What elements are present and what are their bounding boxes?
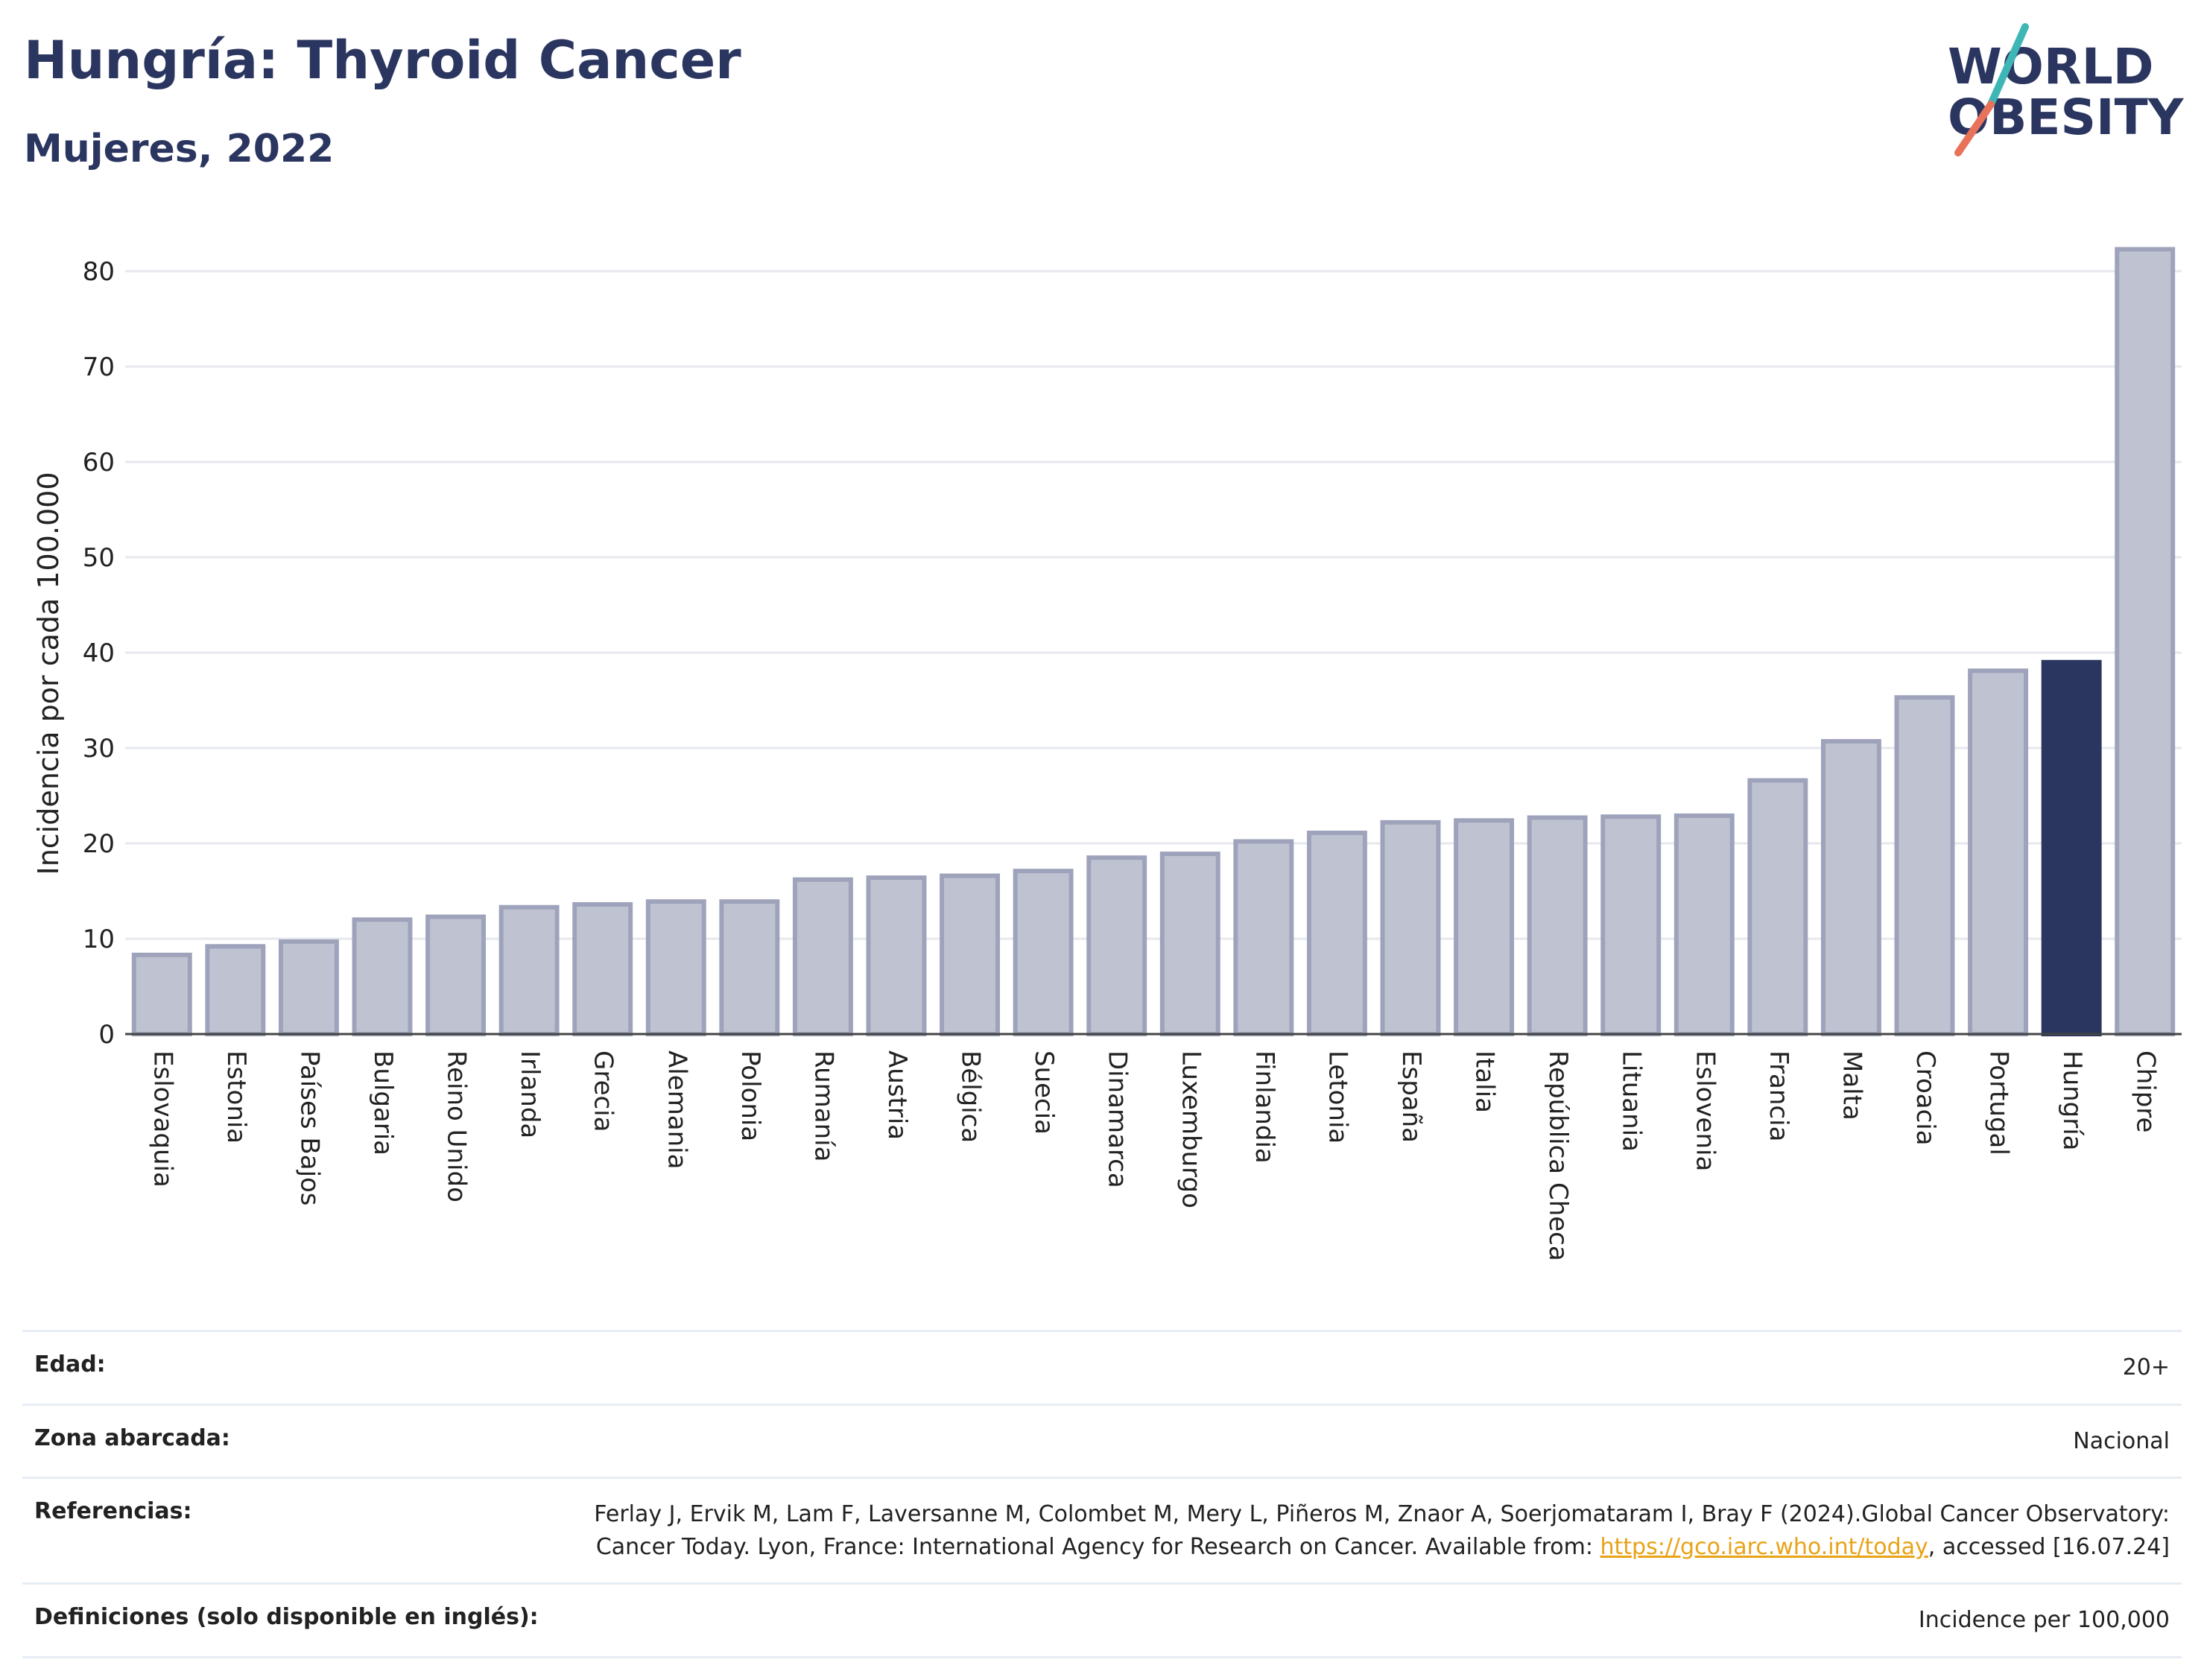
bar bbox=[352, 917, 413, 1037]
x-tick-label: Hungría bbox=[2057, 1050, 2087, 1151]
meta-label-referencias: Referencias: bbox=[34, 1498, 192, 1524]
meta-value-zona: Nacional bbox=[2073, 1427, 2170, 1454]
x-axis-labels: Eslovaquia Estonia Países Bajos Bulgaria Rei… bbox=[148, 1050, 2160, 1261]
bar bbox=[1600, 814, 1662, 1037]
reference-link[interactable]: https://gco.iarc.who.int/today bbox=[1600, 1533, 1928, 1560]
meta-value-edad: 20+ bbox=[2122, 1354, 2170, 1381]
x-tick-label: Eslovenia bbox=[1690, 1050, 1720, 1171]
bar bbox=[2115, 247, 2176, 1036]
x-tick-label: Chipre bbox=[2131, 1050, 2161, 1132]
bar bbox=[1086, 855, 1147, 1036]
x-tick-label: Lituania bbox=[1617, 1050, 1647, 1152]
bar bbox=[1013, 869, 1074, 1036]
bar bbox=[940, 873, 1001, 1037]
bar bbox=[1380, 820, 1441, 1036]
y-axis-label: Incidencia por cada 100.000 bbox=[32, 472, 65, 875]
reference-accessed: , accessed [16.07.24] bbox=[1928, 1533, 2170, 1560]
meta-value-definiciones: Incidence per 100,000 bbox=[1918, 1607, 2170, 1633]
bar bbox=[645, 899, 706, 1036]
y-tick-label: 0 bbox=[98, 1020, 115, 1050]
y-tick-label: 80 bbox=[83, 257, 115, 287]
x-tick-label: Austria bbox=[882, 1050, 912, 1140]
y-tick-label: 30 bbox=[83, 734, 115, 764]
bar-chart: 0 10 20 30 40 50 60 70 80 Eslovaquia Estonia Paíse… bbox=[32, 247, 2182, 1261]
metadata-table: Edad: 20+ Zona abarcada: Nacional Refere… bbox=[22, 1330, 2182, 1658]
x-tick-label: Malta bbox=[1837, 1050, 1866, 1120]
bar bbox=[1968, 668, 2029, 1036]
logo-slash-coral bbox=[1954, 101, 1995, 156]
x-tick-label: Bulgaria bbox=[368, 1050, 398, 1156]
meta-row-zona: Zona abarcada: Nacional bbox=[22, 1403, 2182, 1477]
x-tick-label: Reino Unido bbox=[442, 1050, 472, 1202]
logo-word-obesity: OBESITY bbox=[1948, 89, 2185, 146]
x-tick-label: Luxemburgo bbox=[1176, 1050, 1206, 1208]
y-tick-label: 20 bbox=[83, 829, 115, 859]
x-tick-label: Rumanía bbox=[808, 1050, 838, 1161]
x-tick-label: Países Bajos bbox=[294, 1050, 324, 1206]
bar-highlight bbox=[2041, 659, 2102, 1036]
bar bbox=[866, 875, 927, 1036]
y-axis-ticks: 0 10 20 30 40 50 60 70 80 bbox=[83, 257, 115, 1050]
x-tick-label: Croacia bbox=[1910, 1050, 1940, 1146]
bar bbox=[1894, 695, 1955, 1036]
bar bbox=[792, 877, 853, 1037]
world-obesity-logo: WORLD OBESITY bbox=[1948, 23, 2185, 156]
x-tick-label: Grecia bbox=[589, 1050, 618, 1132]
chart-subtitle: Mujeres, 2022 bbox=[24, 127, 335, 171]
logo-word-world: WORLD bbox=[1948, 38, 2154, 95]
bar bbox=[1306, 830, 1367, 1037]
meta-label-edad: Edad: bbox=[34, 1351, 106, 1378]
y-tick-label: 60 bbox=[83, 448, 115, 478]
bar bbox=[1527, 815, 1588, 1036]
bar bbox=[719, 899, 780, 1036]
x-tick-label: Irlanda bbox=[515, 1050, 545, 1138]
x-tick-label: República Checa bbox=[1543, 1050, 1573, 1261]
bar bbox=[1454, 818, 1515, 1037]
meta-label-zona: Zona abarcada: bbox=[34, 1424, 230, 1451]
y-tick-label: 70 bbox=[83, 352, 115, 382]
x-tick-label: Italia bbox=[1470, 1050, 1500, 1113]
y-tick-label: 50 bbox=[83, 543, 115, 573]
bar bbox=[278, 939, 339, 1036]
y-tick-label: 40 bbox=[83, 638, 115, 668]
x-tick-label: Francia bbox=[1764, 1050, 1793, 1141]
bar bbox=[1747, 778, 1808, 1037]
bar bbox=[1820, 739, 1881, 1036]
bar bbox=[1233, 839, 1294, 1036]
bar bbox=[205, 944, 266, 1036]
chart-title: Hungría: Thyroid Cancer bbox=[24, 30, 741, 91]
meta-row-definiciones: Definiciones (solo disponible en inglés)… bbox=[22, 1582, 2182, 1658]
x-tick-label: España bbox=[1396, 1050, 1426, 1143]
x-tick-label: Finlandia bbox=[1250, 1050, 1279, 1164]
x-tick-label: Polonia bbox=[735, 1050, 765, 1141]
x-tick-label: Dinamarca bbox=[1103, 1050, 1133, 1188]
x-tick-label: Alemania bbox=[662, 1050, 691, 1169]
x-tick-label: Letonia bbox=[1323, 1050, 1352, 1144]
bar bbox=[425, 914, 487, 1037]
meta-row-referencias: Referencias: Ferlay J, Ervik M, Lam F, L… bbox=[22, 1477, 2182, 1582]
x-tick-label: Eslovaquia bbox=[148, 1050, 177, 1188]
meta-value-referencias: Ferlay J, Ervik M, Lam F, Laversanne M, … bbox=[531, 1498, 2170, 1563]
meta-label-definiciones: Definiciones (solo disponible en inglés)… bbox=[34, 1604, 539, 1630]
bar bbox=[131, 952, 192, 1037]
reference-text: Ferlay J, Ervik M, Lam F, Laversanne M, … bbox=[594, 1501, 2170, 1560]
x-tick-label: Bélgica bbox=[956, 1050, 986, 1143]
x-tick-label: Suecia bbox=[1029, 1050, 1059, 1135]
x-tick-label: Portugal bbox=[1984, 1050, 2014, 1156]
bar bbox=[498, 904, 560, 1037]
x-tick-label: Estonia bbox=[221, 1050, 251, 1144]
logo-slash-teal bbox=[1987, 23, 2029, 108]
y-tick-label: 10 bbox=[83, 925, 115, 954]
bar bbox=[1159, 852, 1220, 1036]
bars bbox=[131, 247, 2176, 1037]
bar bbox=[1673, 813, 1735, 1036]
meta-row-edad: Edad: 20+ bbox=[22, 1330, 2182, 1404]
bar bbox=[572, 901, 633, 1037]
